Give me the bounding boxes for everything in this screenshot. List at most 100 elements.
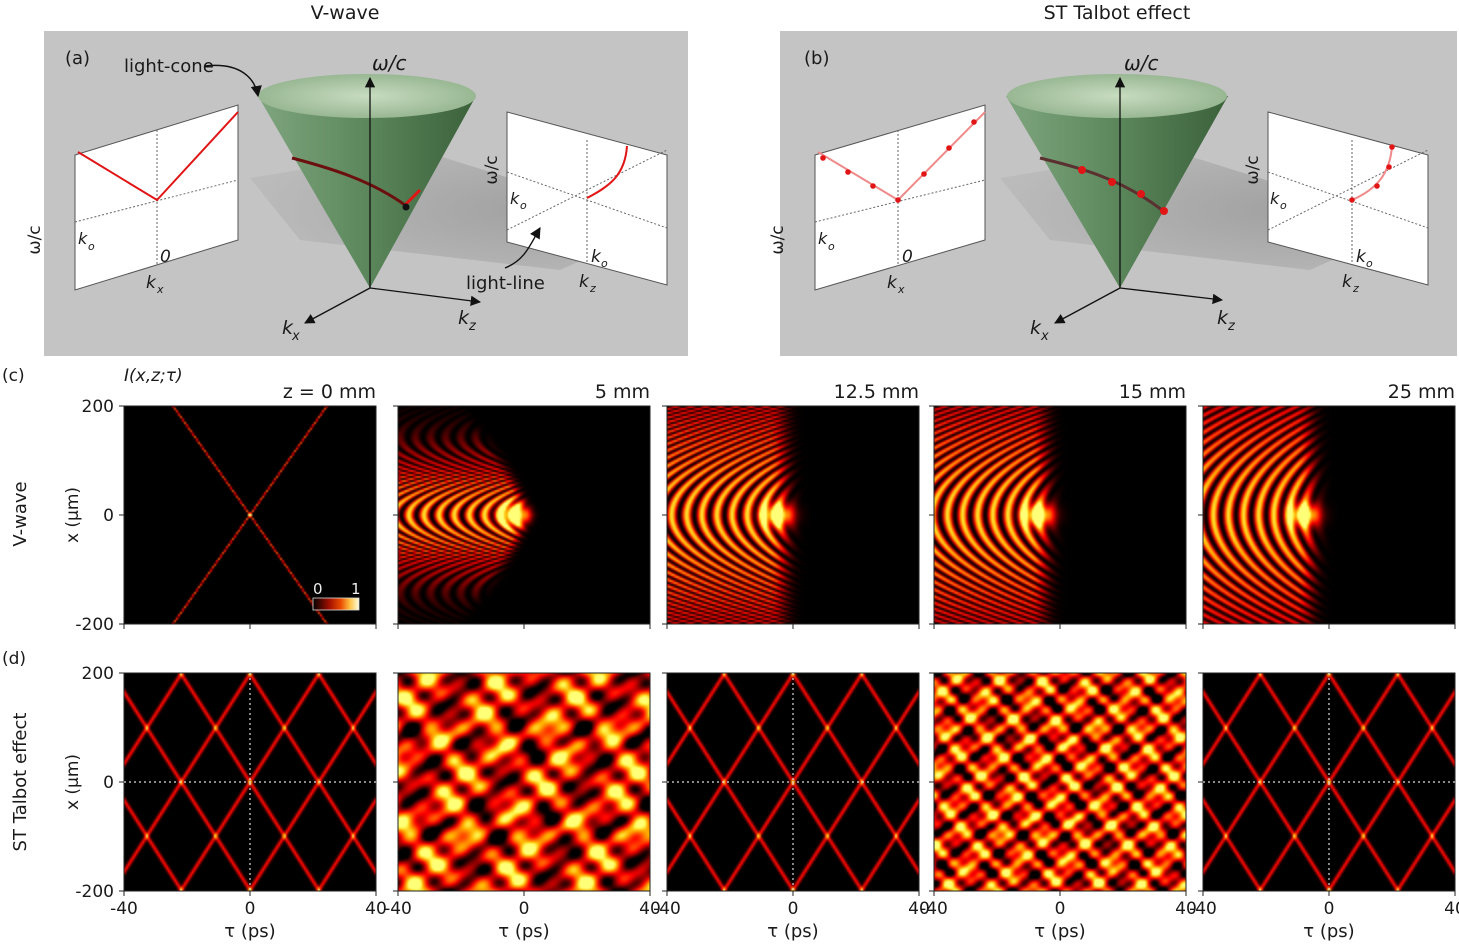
right-plane-b-k0x-sub: o [1366,257,1373,270]
panel-b-label: (b) [804,48,829,69]
light-cone-arrow [204,64,262,98]
sample-point [921,171,927,177]
x-axis-label: τ (ps) [498,921,549,942]
sample-point [1389,144,1395,150]
left-plane-b-zero: 0 [902,247,913,267]
heatmap-c-4 [1203,406,1455,624]
axis-kx [304,287,371,324]
cone-sample-point [1160,207,1168,215]
sample-point [895,197,901,203]
colorbar-max: 1 [351,580,361,598]
colorbar-min: 0 [313,580,323,598]
z-label: 15 mm [1119,381,1186,403]
sample-point [971,119,977,125]
right-plane-k0x-sub: o [601,257,608,270]
x-tick-label: 0 [1055,899,1066,919]
left-plane-hline [74,179,239,223]
sample-point [1374,183,1380,189]
light-cone-rim [258,74,476,118]
panel-b: ST Talbot effect (b) ω/c k o 0 k x ω/c [768,2,1457,356]
right-plane-xlabel-sub: z [589,282,596,295]
colorbar [312,597,360,611]
axis-kz-label: k [458,307,470,329]
z-label: 12.5 mm [834,381,919,403]
right-plane-b-xlabel: k [1342,272,1353,292]
axis-kx-sub: x [291,329,300,344]
left-plane-b-k0: k [818,229,828,248]
row-d-row-label: ST Talbot effect [10,713,31,852]
y-tick-label: 200 [82,397,114,417]
left-plane-b-k0-sub: o [828,240,835,253]
right-plane-b-ylabel: ω/c [1243,155,1263,184]
x-tick-label: 40 [365,899,387,919]
sample-point [820,155,826,161]
cone-sample-point [1108,178,1116,186]
light-line-label: light-line [466,273,545,294]
axis-kz-sub: z [468,319,477,334]
x-tick-label: 0 [1324,899,1335,919]
right-plane-b-k0x: k [1356,247,1367,267]
left-plane [74,104,239,291]
right-plane-k0x: k [591,247,602,267]
right-plane-diag [506,149,668,231]
right-plane-ylabel: ω/c [482,155,502,184]
y-tick-label: 0 [103,506,114,526]
right-plane-b-hline [1267,171,1429,229]
heatmap-grid: 200 0 -200 z = 0 mm x (μm) 5 mm 12.5 mm 15 mm 25… [63,381,1459,942]
right-plane [506,111,668,286]
right-plane-b-curve [1351,145,1393,201]
axis-kx-b [1054,287,1121,324]
y-tick-label: -200 [75,615,114,635]
right-plane-curve [586,145,628,199]
cone-b-curve [1039,156,1163,212]
heatmap-c-1 [398,406,650,624]
light-cone [258,96,476,288]
x-tick-label: 0 [519,899,530,919]
left-plane-zero: 0 [160,247,171,267]
row-c-row-label: V-wave [10,481,31,546]
axis-omega-b-label: ω/c [1124,51,1158,75]
x-tick-label: -40 [920,899,948,919]
cone-curve-outer [403,188,422,207]
y-axis-label: x (μm) [63,754,83,810]
cone-sample-point [1078,166,1086,174]
axis-omega-label: ω/c [372,51,406,75]
left-plane-ylabel: ω/c [25,225,45,254]
y-tick-label: -200 [75,882,114,902]
panel-a: V-wave (a) ω/c k o 0 k x ω/c k x k z lig… [25,2,688,356]
x-axis-label: τ (ps) [1303,921,1354,942]
x-axis-label: τ (ps) [767,921,818,942]
x-tick-label: -40 [110,899,138,919]
x-tick-label: -40 [1189,899,1217,919]
cone-point [402,203,410,211]
right-plane-b-diag [1267,149,1429,231]
x-tick-label: -40 [653,899,681,919]
x-axis-label: τ (ps) [1034,921,1085,942]
left-plane-xlabel: k [146,273,157,293]
axis-kx-b-sub: x [1040,329,1049,344]
x-tick-label: 40 [908,899,930,919]
y-tick-label: 200 [82,664,114,684]
y-axis-label: x (μm) [63,487,83,543]
light-cone-b [1006,96,1228,288]
y-tick-label: 0 [103,773,114,793]
axis-kz [369,287,482,306]
sample-point [845,169,851,175]
panel-b-title: ST Talbot effect [1044,2,1191,24]
heatmap-d-1 [398,673,650,891]
x-tick-label: 40 [1175,899,1197,919]
right-plane-b-xlabel-sub: z [1352,282,1359,295]
x-tick-label: 0 [245,899,256,919]
right-plane-b [1267,111,1429,286]
heatmap-c-2 [667,406,919,624]
right-plane-k0-sub: o [520,199,527,212]
panel-a-title: V-wave [311,2,380,24]
x-tick-label: 40 [1444,899,1459,919]
heatmap-c-0 [124,406,376,624]
row-c-label: (c) [2,366,25,386]
intensity-label: I(x,z;τ) [124,366,183,386]
x-axis-label: τ (ps) [224,921,275,942]
left-plane-b-hline [814,179,986,223]
right-plane-xlabel: k [579,272,590,292]
cone-sample-point [1137,190,1145,198]
